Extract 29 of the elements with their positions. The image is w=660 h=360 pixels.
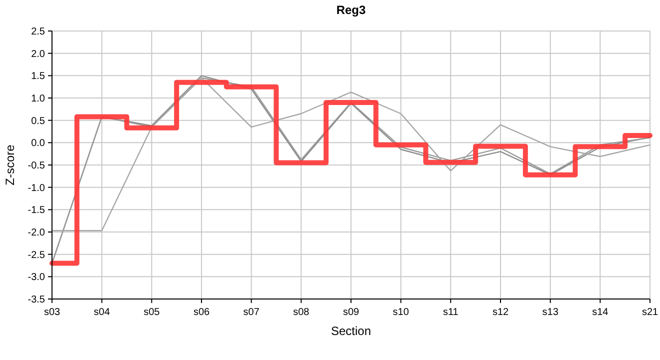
y-tick-label: -2.0 (28, 228, 46, 238)
y-tick-label: -2.5 (28, 250, 46, 261)
y-tick-label: -1.5 (28, 205, 46, 216)
y-tick-label: 0.5 (31, 116, 46, 127)
x-axis-title: Section (330, 324, 372, 338)
x-tick-label: s14 (592, 307, 609, 318)
y-tick-label: 2.5 (31, 26, 46, 38)
x-tick-label: s13 (542, 307, 559, 318)
y-tick-label: -3.5 (28, 294, 46, 306)
y-tick-label: 1.0 (31, 94, 46, 104)
y-tick-label: 0.0 (31, 138, 46, 150)
y-tick-label: -0.5 (28, 160, 46, 172)
x-tick-label: s12 (492, 307, 509, 318)
x-tick-label: s10 (392, 307, 410, 318)
y-tick-label: 1.5 (31, 71, 46, 82)
x-tick-label: s09 (342, 307, 360, 318)
y-tick-label: -3.0 (28, 272, 46, 284)
x-tick-label: s03 (44, 307, 60, 318)
y-tick-label: 2.0 (31, 48, 46, 60)
x-tick-label: s07 (243, 307, 260, 318)
x-tick-label: s11 (442, 307, 459, 318)
x-tick-label: s04 (94, 307, 110, 318)
chart-title: Reg3 (336, 3, 366, 17)
x-tick-label: s08 (293, 307, 310, 318)
y-axis-title: Z-score (3, 144, 17, 186)
x-tick-label: s06 (193, 307, 210, 318)
x-tick-label: s05 (144, 307, 160, 318)
y-tick-label: -1.0 (28, 182, 46, 194)
x-tick-label: s21 (642, 307, 658, 318)
